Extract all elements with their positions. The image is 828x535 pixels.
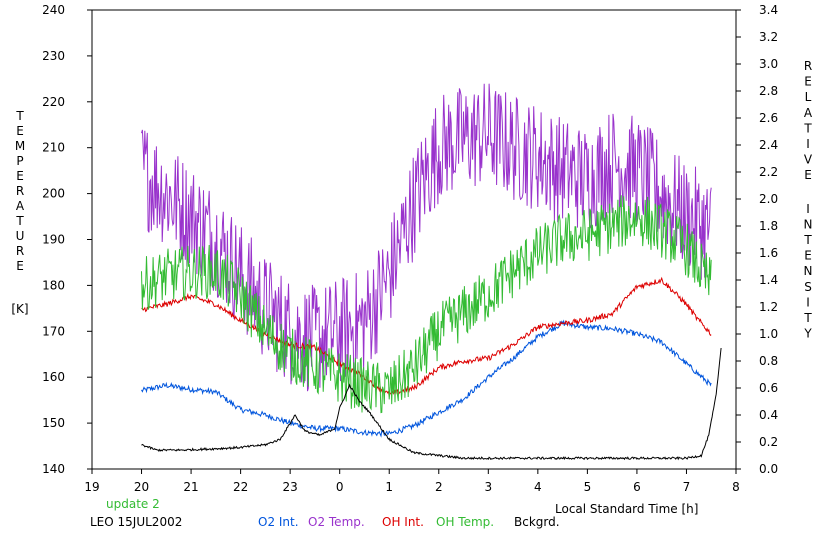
x-tick-label: 20: [134, 480, 149, 494]
y-left-label-letter: E: [16, 124, 24, 138]
y-right-tick-label: 2.2: [759, 165, 778, 179]
y-left-tick-label: 240: [42, 3, 65, 17]
y-left-tick-label: 190: [42, 233, 65, 247]
series-line-o2-temp: [141, 83, 712, 392]
x-tick-label: 8: [732, 480, 740, 494]
y-right-label-letter: A: [804, 106, 813, 120]
x-tick-label: 4: [534, 480, 542, 494]
x-axis-ticks: 19 20 21 22 23 0 1 2 3 4 5 6 7 8: [84, 469, 740, 494]
y-left-label-letter: M: [15, 139, 25, 153]
y-right-tick-label: 3.2: [759, 30, 778, 44]
series-line-oh-temp: [141, 195, 712, 414]
y-right-tick-label: 2.8: [759, 84, 778, 98]
y-left-label-letter: T: [15, 109, 24, 123]
x-tick-label: 1: [385, 480, 393, 494]
y-right-tick-label: 0.4: [759, 408, 778, 422]
y-left-tick-label: 180: [42, 278, 65, 292]
y-right-label-letter: T: [803, 121, 812, 135]
y-right-tick-label: 3.0: [759, 57, 778, 71]
x-tick-label: 3: [484, 480, 492, 494]
legend-item: OH Temp.: [436, 515, 494, 529]
y-right-label-letter: Y: [803, 327, 812, 341]
y-left-tick-label: 220: [42, 95, 65, 109]
series-line-o2-int: [141, 319, 712, 438]
y-right-tick-label: 0.2: [759, 435, 778, 449]
site-date-label: LEO 15JUL2002: [90, 515, 182, 529]
x-tick-label: 19: [84, 480, 99, 494]
y-right-label-letter: E: [804, 75, 812, 89]
y-right-label-letter: I: [806, 202, 810, 216]
y-right-tick-label: 2.0: [759, 192, 778, 206]
series-line-bckgrd: [141, 347, 722, 461]
y-left-label-letter: E: [16, 169, 24, 183]
y-right-tick-label: 2.6: [759, 111, 778, 125]
y-right-tick-label: 1.2: [759, 300, 778, 314]
y-left-label-letter: E: [16, 259, 24, 273]
y-left-tick-label: 140: [42, 462, 65, 476]
y-right-label-letter: I: [806, 137, 810, 151]
y-right-label-letter: N: [804, 264, 813, 278]
y-right-label-letter: E: [804, 168, 812, 182]
y-right-tick-label: 0.8: [759, 354, 778, 368]
x-tick-label: 5: [584, 480, 592, 494]
series-line-oh-int: [141, 276, 712, 397]
legend-item: Bckgrd.: [514, 515, 560, 529]
legend-item: OH Int.: [382, 515, 424, 529]
y-left-axis-ticks: 140 150 160 170 180 190 200 210 220 230 240: [42, 3, 92, 476]
update-note: update 2: [106, 497, 160, 511]
legend: O2 Int. O2 Temp. OH Int. OH Temp. Bckgrd.: [258, 515, 560, 529]
y-right-tick-label: 1.4: [759, 273, 778, 287]
y-right-label-letter: E: [804, 249, 812, 263]
y-left-tick-label: 160: [42, 370, 65, 384]
y-right-tick-label: 1.8: [759, 219, 778, 233]
y-right-tick-label: 0.6: [759, 381, 778, 395]
y-right-label-letter: T: [803, 311, 812, 325]
y-left-label-letter: P: [16, 154, 23, 168]
y-right-label-letter: R: [804, 59, 812, 73]
y-left-label-letter: R: [16, 184, 24, 198]
x-tick-label: 22: [233, 480, 248, 494]
x-tick-label: 2: [435, 480, 443, 494]
y-left-tick-label: 210: [42, 141, 65, 155]
y-left-label-letter: R: [16, 244, 24, 258]
x-tick-label: 6: [633, 480, 641, 494]
y-left-tick-label: 230: [42, 49, 65, 63]
y-right-tick-label: 1.6: [759, 246, 778, 260]
y-right-tick-label: 1.0: [759, 327, 778, 341]
x-tick-label: 21: [183, 480, 198, 494]
legend-item: O2 Temp.: [308, 515, 365, 529]
x-axis-label: Local Standard Time [h]: [555, 502, 698, 516]
y-right-label-letter: I: [806, 295, 810, 309]
y-left-label-letter: A: [16, 199, 25, 213]
y-left-unit: [K]: [11, 302, 28, 316]
y-right-tick-label: 3.4: [759, 3, 778, 17]
y-right-label-letter: L: [805, 90, 812, 104]
x-tick-label: 7: [683, 480, 691, 494]
series-group: [141, 83, 722, 461]
y-right-axis-ticks: 0.0 0.2 0.4 0.6 0.8 1.0 1.2 1.4 1.6 1.8 2.0 2.2 2.4 2…: [736, 3, 778, 476]
y-left-label-letter: T: [15, 214, 24, 228]
x-tick-label: 0: [336, 480, 344, 494]
y-left-label-letter: U: [16, 229, 25, 243]
x-tick-label: 23: [283, 480, 298, 494]
y-right-label-letter: S: [804, 280, 812, 294]
y-right-label-letter: T: [803, 233, 812, 247]
y-left-tick-label: 200: [42, 187, 65, 201]
y-right-label-letter: V: [804, 153, 813, 167]
legend-item: O2 Int.: [258, 515, 299, 529]
y-left-tick-label: 150: [42, 416, 65, 430]
y-right-label-letter: N: [804, 217, 813, 231]
y-right-tick-label: 0.0: [759, 462, 778, 476]
y-left-tick-label: 170: [42, 324, 65, 338]
y-right-tick-label: 2.4: [759, 138, 778, 152]
